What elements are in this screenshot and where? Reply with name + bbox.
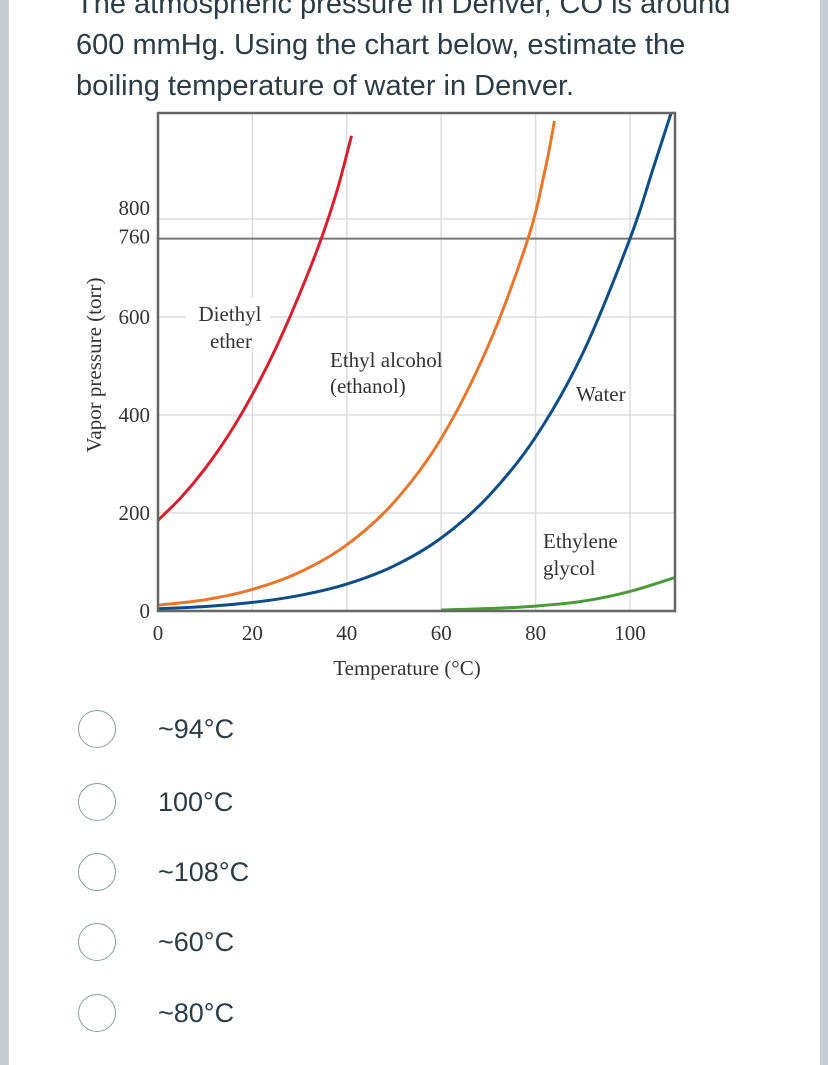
radio-button[interactable]: [78, 853, 116, 891]
option-label: ~108°C: [158, 856, 250, 887]
question-line: boiling temperature of water in Denver.: [76, 70, 575, 102]
right-border: [820, 0, 828, 1065]
annotation-line: Diethyl: [199, 302, 262, 326]
y-tick-label: 0: [140, 599, 151, 623]
x-tick-label: 40: [336, 621, 357, 645]
question-text: The atmospheric pressure in Denver, CO i…: [76, 0, 796, 107]
annotation-line: (ethanol): [330, 374, 406, 398]
annotation-ethanol: Ethyl alcohol (ethanol): [330, 348, 443, 398]
annotation-line: Ethylene: [543, 529, 618, 553]
x-axis-label: Temperature (°C): [333, 656, 480, 680]
annotation-diethyl-ether: Diethyl ether: [186, 298, 270, 353]
x-tick-label: 20: [242, 621, 263, 645]
option-label: ~60°C: [158, 926, 235, 957]
question-line: 600 mmHg. Using the chart below, estimat…: [76, 29, 686, 61]
answer-option-4[interactable]: ~60°C: [78, 922, 234, 962]
y-tick-label: 800: [119, 196, 151, 220]
radio-button[interactable]: [78, 783, 116, 821]
x-tick-label: 60: [431, 621, 452, 645]
annotation-line: Ethyl alcohol: [330, 348, 443, 372]
series-curve-ethylene-glycol: [441, 575, 675, 611]
y-tick-label: 600: [119, 305, 151, 329]
option-label: ~94°C: [158, 713, 235, 744]
annotation-line: ether: [210, 329, 252, 353]
radio-button[interactable]: [78, 923, 116, 961]
radio-button[interactable]: [78, 994, 116, 1032]
annotation-water: Water: [576, 382, 626, 406]
y-tick-label: 400: [119, 403, 151, 427]
answer-option-1[interactable]: ~94°C: [78, 709, 234, 749]
left-border: [0, 0, 9, 1065]
vapor-pressure-chart: 0 20 40 60 80 100 0 200 400 600 760 800 Temperature…: [82, 111, 677, 680]
series-curve-diethyl-ether: [158, 135, 353, 522]
y-tick-label: 760: [119, 225, 151, 249]
annotation-line: glycol: [543, 556, 596, 580]
x-tick-label: 100: [614, 621, 646, 645]
question-line: The atmospheric pressure in Denver, CO i…: [76, 0, 731, 20]
x-tick-label: 80: [525, 621, 546, 645]
radio-button[interactable]: [78, 710, 116, 748]
y-axis-label: Vapor pressure (torr): [82, 278, 106, 453]
series-curve-ethyl-alcohol-ethanol: [158, 120, 556, 607]
option-label: ~80°C: [158, 997, 235, 1028]
answer-option-2[interactable]: 100°C: [78, 782, 233, 822]
tick-labels: 0 20 40 60 80 100 0 200 400 600 760 800: [119, 196, 646, 645]
curves: [158, 113, 675, 611]
grid: [158, 113, 675, 611]
annotation-ethylene-glycol: Ethylene glycol: [543, 529, 618, 580]
y-tick-label: 200: [119, 501, 151, 525]
annotation-line: Water: [576, 382, 626, 406]
option-label: 100°C: [158, 786, 234, 817]
plot-frame: [156, 111, 677, 613]
answer-option-3[interactable]: ~108°C: [78, 852, 249, 892]
series-curve-water: [158, 113, 673, 611]
answer-option-5[interactable]: ~80°C: [78, 993, 234, 1033]
x-tick-label: 0: [153, 621, 164, 645]
